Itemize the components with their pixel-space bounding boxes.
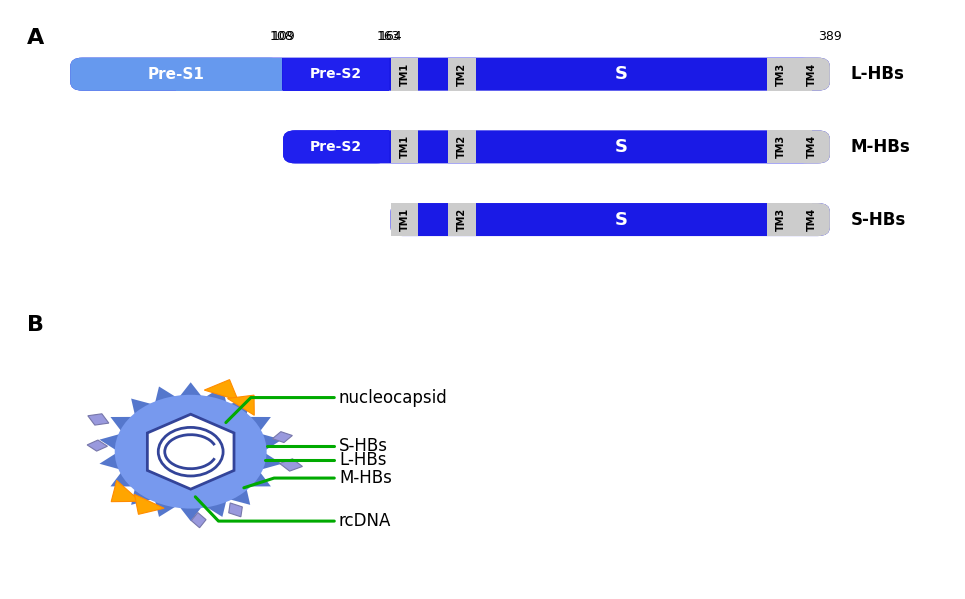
- Bar: [336, 131, 390, 164]
- Polygon shape: [148, 415, 234, 489]
- FancyBboxPatch shape: [70, 58, 830, 90]
- Text: TM3: TM3: [776, 62, 786, 86]
- Text: Pre-S2: Pre-S2: [310, 140, 362, 154]
- FancyBboxPatch shape: [795, 131, 830, 164]
- Bar: [767, 58, 795, 90]
- Text: L-HBs: L-HBs: [339, 451, 386, 469]
- Text: L-HBs: L-HBs: [850, 65, 904, 83]
- Bar: [767, 131, 795, 164]
- Text: Pre-S1: Pre-S1: [148, 66, 205, 81]
- Polygon shape: [87, 440, 107, 451]
- Text: S: S: [615, 65, 628, 83]
- Bar: [794, 131, 813, 164]
- Text: S-HBs: S-HBs: [850, 211, 905, 229]
- Text: TM3: TM3: [776, 135, 786, 158]
- Bar: [794, 58, 813, 90]
- Bar: [391, 131, 418, 164]
- Bar: [448, 58, 476, 90]
- Text: TM1: TM1: [400, 135, 409, 158]
- FancyBboxPatch shape: [795, 58, 830, 90]
- Text: nucleocapsid: nucleocapsid: [339, 389, 448, 407]
- FancyBboxPatch shape: [391, 203, 830, 236]
- Text: rcDNA: rcDNA: [339, 512, 391, 530]
- Text: Pre-S2: Pre-S2: [310, 67, 362, 81]
- Text: TM3: TM3: [776, 208, 786, 231]
- Text: TM4: TM4: [808, 135, 817, 158]
- Bar: [767, 203, 795, 236]
- Text: TM1: TM1: [400, 208, 409, 231]
- Text: 108: 108: [269, 30, 293, 43]
- FancyBboxPatch shape: [795, 203, 830, 236]
- Polygon shape: [134, 494, 164, 515]
- Text: TM4: TM4: [808, 208, 817, 231]
- Polygon shape: [280, 459, 302, 471]
- Bar: [176, 58, 282, 90]
- Circle shape: [158, 428, 223, 476]
- Polygon shape: [191, 513, 207, 528]
- Text: M-HBs: M-HBs: [850, 138, 910, 156]
- Bar: [794, 203, 813, 236]
- Polygon shape: [228, 395, 254, 415]
- Text: S: S: [615, 211, 628, 229]
- FancyBboxPatch shape: [283, 131, 830, 164]
- Text: 163: 163: [376, 30, 400, 43]
- Text: 164: 164: [378, 30, 402, 43]
- Text: A: A: [27, 28, 44, 48]
- Text: TM4: TM4: [808, 62, 817, 86]
- FancyBboxPatch shape: [283, 131, 389, 164]
- Circle shape: [115, 395, 266, 509]
- Bar: [391, 203, 418, 236]
- Text: TM2: TM2: [456, 135, 467, 158]
- Bar: [391, 58, 418, 90]
- Text: S-HBs: S-HBs: [339, 437, 388, 455]
- Polygon shape: [272, 432, 292, 443]
- FancyBboxPatch shape: [70, 58, 281, 90]
- Text: 389: 389: [818, 30, 841, 43]
- Text: TM2: TM2: [456, 62, 467, 86]
- Polygon shape: [99, 382, 282, 521]
- Text: TM2: TM2: [456, 208, 467, 231]
- Bar: [283, 58, 389, 90]
- Text: M-HBs: M-HBs: [339, 469, 392, 487]
- Polygon shape: [205, 380, 238, 400]
- Bar: [448, 131, 476, 164]
- Bar: [448, 203, 476, 236]
- Text: 109: 109: [271, 30, 295, 43]
- Polygon shape: [229, 503, 242, 517]
- Text: S: S: [615, 138, 628, 156]
- Polygon shape: [111, 480, 140, 501]
- Text: B: B: [27, 315, 43, 335]
- Polygon shape: [88, 414, 109, 425]
- Text: TM1: TM1: [400, 62, 409, 86]
